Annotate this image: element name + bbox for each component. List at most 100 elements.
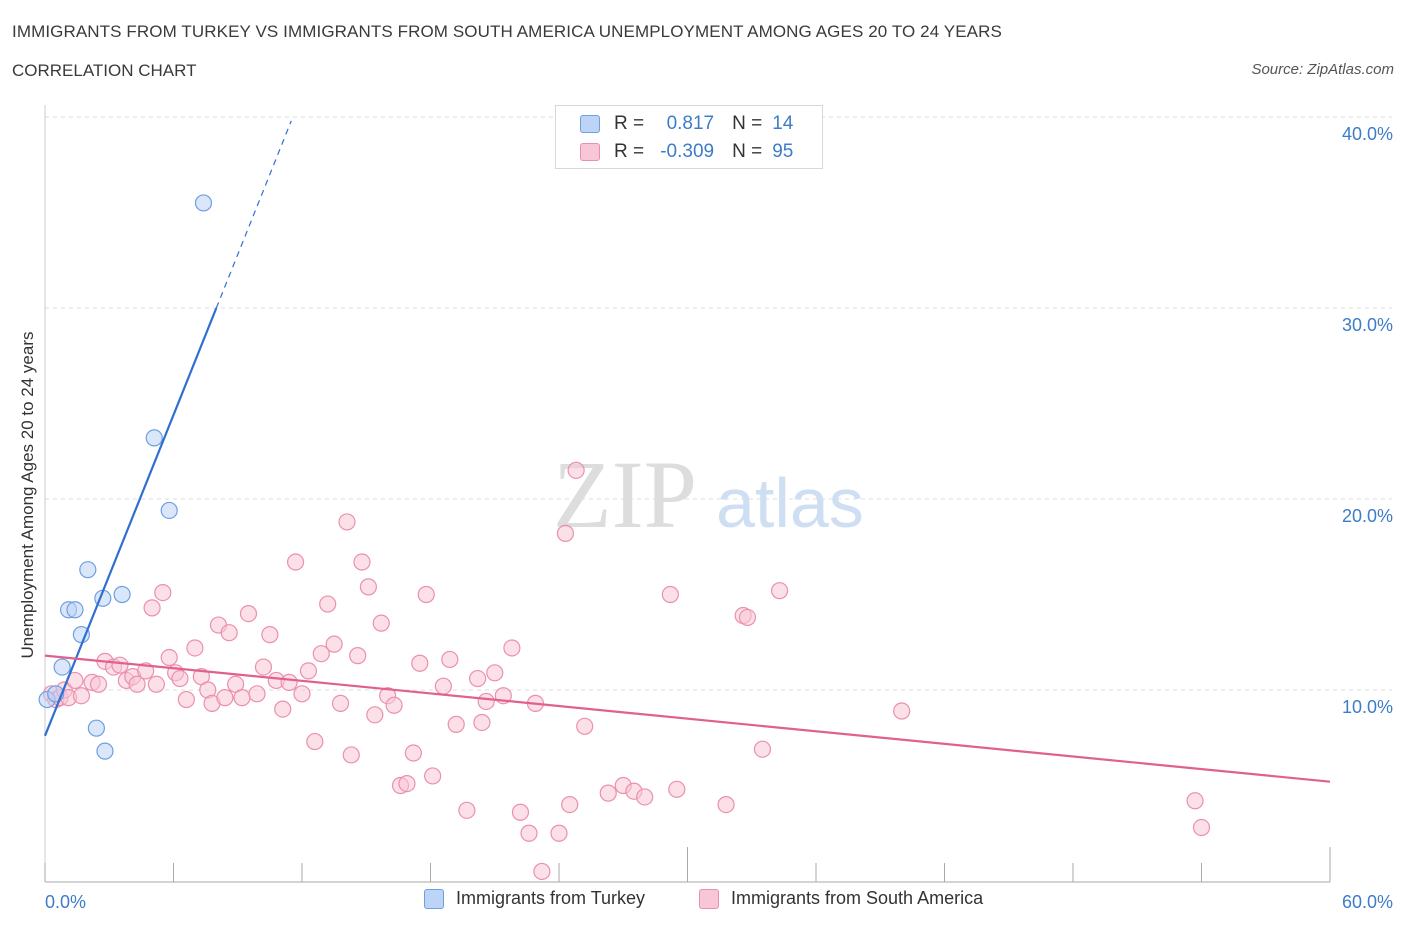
data-point-south-america [319, 595, 337, 613]
data-point-turkey [79, 561, 97, 579]
data-point-south-america [533, 862, 551, 881]
data-point-south-america [556, 524, 575, 542]
trend-lines [43, 120, 1331, 783]
data-point-south-america [254, 658, 273, 676]
data-point-south-america [171, 669, 189, 688]
data-point-south-america [550, 824, 568, 842]
data-point-south-america [441, 650, 459, 669]
data-point-south-america [280, 673, 298, 691]
x-tick-label: 0.0% [45, 892, 86, 912]
data-point-south-america [111, 656, 129, 674]
legend-r-value: 0.817 [666, 113, 715, 134]
data-point-south-america [1192, 818, 1211, 837]
data-point-south-america [417, 585, 435, 604]
legend-n-value: 95 [772, 141, 794, 162]
legend-swatch-turkey [424, 888, 444, 909]
y-tick-label: 20.0% [1342, 506, 1393, 526]
data-point-south-america [248, 685, 266, 703]
data-point-south-america [177, 690, 195, 709]
data-point-south-america [338, 513, 356, 531]
legend-r-value: -0.309 [660, 141, 715, 162]
data-point-south-america [349, 647, 367, 665]
data-point-south-america [753, 740, 772, 758]
legend-row-turkey: R = 0.817 N = 14 [580, 110, 793, 138]
watermark: ZIP atlas [553, 441, 864, 548]
data-point-turkey [194, 194, 213, 212]
correlation-legend: R = 0.817 N = 14 R = -0.309 N = 95 [555, 105, 823, 169]
data-point-south-america [359, 578, 377, 596]
data-point-south-america [186, 639, 204, 657]
legend-swatch-south-america [699, 888, 719, 909]
data-point-south-america [458, 801, 476, 819]
legend-swatch-turkey [580, 115, 600, 133]
data-point-south-america [286, 553, 305, 571]
trend-line-turkey-extension [215, 120, 292, 309]
data-point-south-america [486, 664, 504, 682]
data-point-south-america [473, 713, 491, 732]
legend-n-value: 14 [772, 113, 794, 134]
legend-r-label: R = [614, 113, 645, 134]
data-point-south-america [147, 675, 165, 693]
data-point-south-america [372, 614, 390, 632]
data-point-south-america [1186, 792, 1204, 810]
x-tick-label: 60.0% [1342, 892, 1393, 912]
legend-item-turkey[interactable]: Immigrants from Turkey [424, 888, 645, 909]
data-point-south-america [447, 715, 465, 733]
data-point-south-america [636, 788, 654, 806]
data-point-south-america [274, 700, 292, 718]
data-point-south-america [411, 654, 429, 672]
data-point-south-america [717, 795, 735, 814]
data-point-turkey [96, 742, 114, 760]
data-point-south-america [306, 732, 324, 751]
legend-label-south-america: Immigrants from South America [731, 888, 984, 908]
data-point-south-america [353, 553, 371, 571]
data-point-south-america [511, 803, 530, 821]
legend-n-label: N = [732, 141, 763, 162]
legend-row-south-america: R = -0.309 N = 95 [580, 138, 793, 166]
data-point-south-america [312, 645, 330, 663]
data-point-south-america [143, 599, 161, 617]
data-point-south-america [770, 582, 789, 600]
data-point-south-america [160, 648, 178, 667]
data-point-south-america [398, 774, 416, 793]
grid-lines [45, 116, 1392, 691]
trend-line-turkey [43, 307, 218, 737]
data-point-south-america [293, 685, 311, 703]
data-point-turkey [160, 501, 178, 520]
series-south-america [42, 461, 1211, 881]
data-point-south-america [216, 689, 234, 707]
data-point-turkey [66, 601, 84, 619]
tick-labels: 10.0% 20.0% 30.0% 40.0% 0.0% 60.0% [45, 124, 1393, 912]
data-point-south-america [434, 677, 452, 695]
data-point-south-america [469, 669, 487, 688]
data-point-south-america [239, 604, 258, 623]
y-axis-label: Unemployment Among Ages 20 to 24 years [18, 331, 37, 659]
data-point-south-america [385, 696, 403, 714]
watermark-zip: ZIP [553, 441, 697, 548]
data-point-south-america [738, 608, 757, 627]
data-point-south-america [893, 702, 911, 720]
data-point-south-america [72, 687, 91, 705]
legend-label-turkey: Immigrants from Turkey [456, 888, 646, 908]
data-point-south-america [299, 662, 318, 680]
data-point-south-america [404, 744, 422, 762]
data-point-south-america [599, 784, 617, 802]
data-point-south-america [261, 626, 279, 644]
data-point-south-america [89, 675, 108, 693]
data-point-south-america [520, 824, 538, 842]
data-point-turkey [53, 658, 71, 676]
data-point-turkey [87, 719, 106, 737]
axes [44, 105, 1331, 883]
data-point-south-america [503, 639, 521, 657]
series-turkey [38, 194, 213, 760]
y-tick-label: 40.0% [1342, 124, 1393, 144]
data-point-south-america [220, 624, 238, 642]
data-point-south-america [233, 689, 251, 707]
data-point-south-america [128, 675, 146, 693]
data-point-south-america [154, 583, 172, 602]
data-point-south-america [661, 585, 679, 604]
legend-item-south-america[interactable]: Immigrants from South America [699, 888, 983, 909]
legend-n-label: N = [732, 113, 763, 134]
watermark-atlas: atlas [716, 464, 864, 542]
